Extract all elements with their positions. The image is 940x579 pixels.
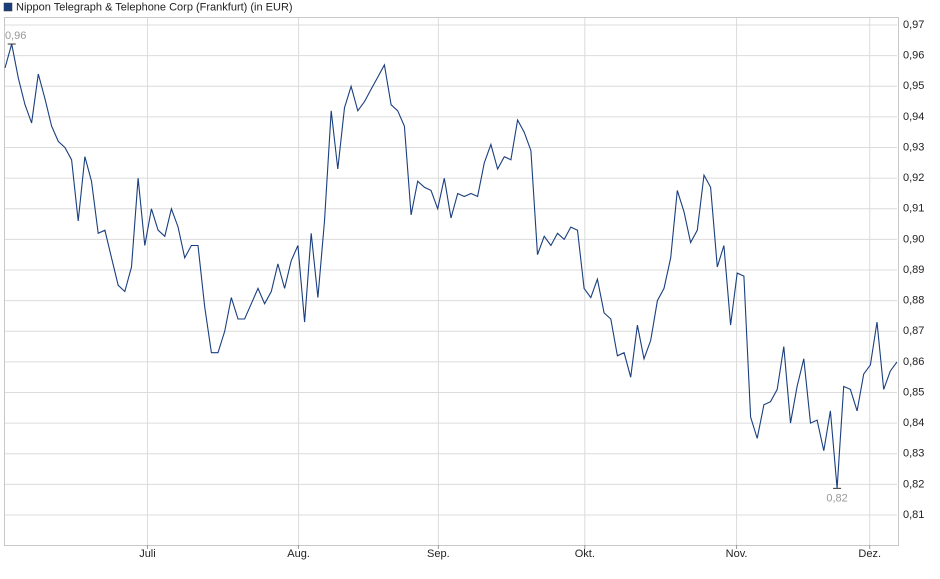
x-tick-label: Dez. (858, 548, 881, 560)
legend-label: Nippon Telegraph & Telephone Corp (Frank… (16, 1, 293, 13)
y-tick-label: 0,91 (903, 203, 924, 215)
y-tick-label: 0,83 (903, 448, 924, 460)
price-line (4, 43, 898, 489)
x-tick-label: Aug. (287, 548, 310, 560)
y-tick-label: 0,81 (903, 509, 924, 521)
value-label: 0,82 (826, 492, 847, 504)
x-tick-label: Juli (139, 548, 156, 560)
y-tick-label: 0,86 (903, 356, 924, 368)
y-tick-label: 0,90 (903, 233, 924, 245)
y-tick-label: 0,96 (903, 50, 924, 62)
y-tick-label: 0,97 (903, 19, 924, 31)
y-tick-label: 0,94 (903, 111, 924, 123)
y-tick-label: 0,87 (903, 325, 924, 337)
x-tick-label: Okt. (575, 548, 595, 560)
y-tick-label: 0,84 (903, 417, 924, 429)
value-label: 0,96 (5, 30, 26, 42)
x-tick-label: Sep. (427, 548, 450, 560)
y-tick-label: 0,89 (903, 264, 924, 276)
plot-frame (4, 17, 899, 546)
y-tick-label: 0,82 (903, 478, 924, 490)
y-tick-label: 0,85 (903, 386, 924, 398)
y-tick-label: 0,88 (903, 295, 924, 307)
legend-swatch (3, 2, 13, 12)
y-tick-label: 0,92 (903, 172, 924, 184)
y-tick-label: 0,93 (903, 141, 924, 153)
y-tick-label: 0,95 (903, 80, 924, 92)
x-tick-label: Nov. (726, 548, 748, 560)
